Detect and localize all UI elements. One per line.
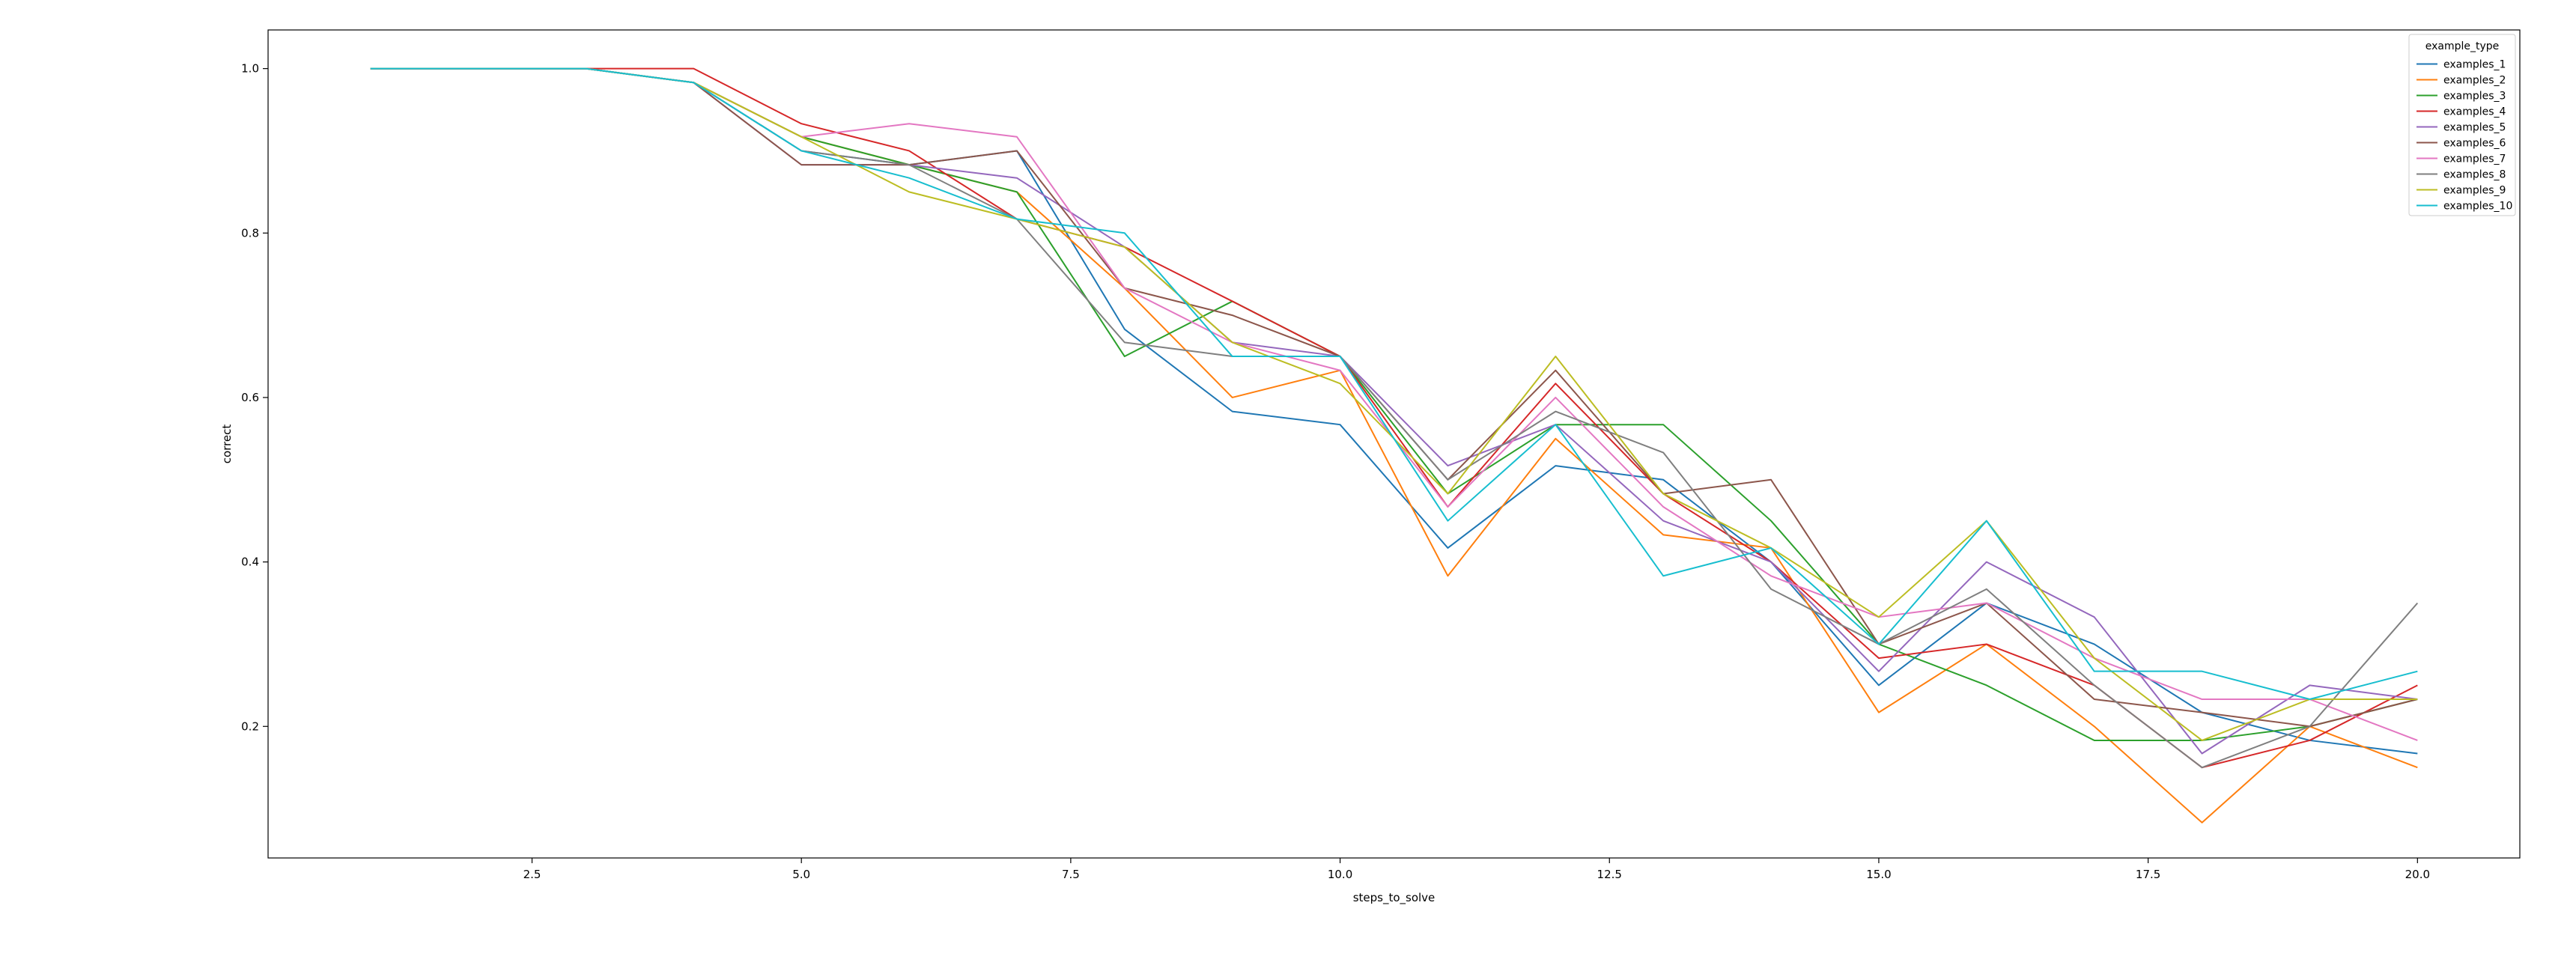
legend-label-examples_10: examples_10 [2443,201,2512,213]
series-layer [370,67,2419,824]
x-tick-label: 5.0 [792,868,810,881]
x-tick-label: 20.0 [2405,868,2430,881]
y-tick-label: 1.0 [241,62,259,76]
plot-area-frame [267,29,2521,859]
y-tick-label: 0.4 [241,556,259,569]
legend: example_type examples_1examples_2example… [2408,34,2516,216]
legend-label-examples_6: examples_6 [2443,138,2506,150]
legend-label-examples_3: examples_3 [2443,91,2506,103]
x-axis: 2.5 5.0 7.5 10.0 12.5 15.0 17.5 20.0 [523,858,2430,881]
series-line-examples_4 [370,67,2418,769]
y-tick-label: 0.6 [241,391,259,404]
x-tick-label: 10.0 [1328,868,1352,881]
series-line-examples_6 [370,67,2418,728]
series-line-examples_3 [370,67,2418,741]
legend-label-examples_9: examples_9 [2443,185,2506,197]
x-axis-label: steps_to_solve [1353,891,1436,905]
x-tick-label: 2.5 [523,868,541,881]
legend-label-examples_4: examples_4 [2443,106,2506,118]
y-axis: 0.2 0.4 0.6 0.8 1.0 [241,62,268,733]
y-tick-label: 0.8 [241,226,259,240]
x-tick-label: 15.0 [1866,868,1891,881]
legend-label-examples_1: examples_1 [2443,59,2506,71]
x-tick-label: 17.5 [2136,868,2160,881]
y-tick-label: 0.2 [241,719,259,733]
series-line-examples_10 [370,67,2418,701]
x-tick-label: 12.5 [1597,868,1622,881]
legend-label-examples_7: examples_7 [2443,153,2506,165]
series-line-examples_2 [370,67,2418,824]
series-line-examples_5 [370,67,2418,755]
legend-items: examples_1 examples_2 examples_3 examples_4… [2416,59,2512,213]
series-line-examples_7 [370,67,2418,741]
series-line-examples_9 [370,67,2418,741]
legend-title: example_type [2425,40,2500,52]
legend-label-examples_2: examples_2 [2443,75,2506,87]
series-line-examples_8 [370,67,2419,769]
x-tick-label: 7.5 [1062,868,1080,881]
y-axis-label: correct [220,424,234,464]
legend-label-examples_8: examples_8 [2443,169,2506,181]
legend-label-examples_5: examples_5 [2443,122,2506,134]
